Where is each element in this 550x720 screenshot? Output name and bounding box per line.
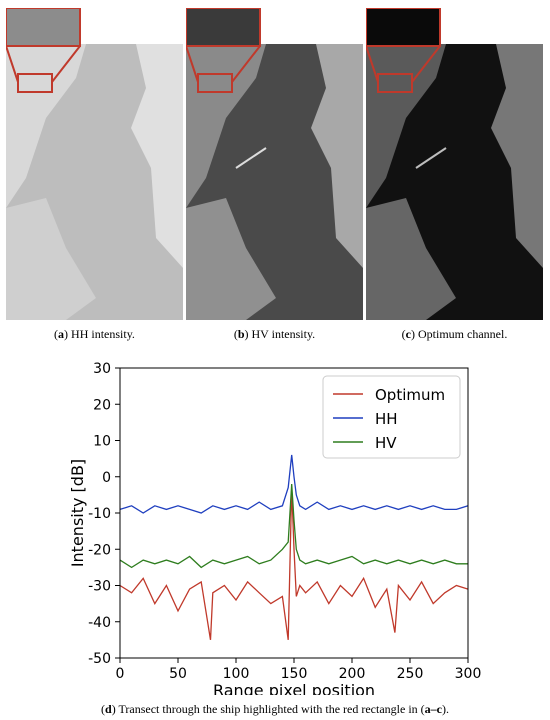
transect-chart: 0 50 100 150 200 250 300 -50 -40 -30 -20 -10 0 10 20 30… (68, 361, 481, 695)
x-tick-label: 0 (116, 666, 125, 682)
axes-layer: 0 50 100 150 200 250 300 -50 -40 -30 -20 -10 0 10 20 30 (88, 361, 481, 682)
panel-a-image (6, 8, 183, 320)
y-tick-label: -20 (88, 542, 111, 558)
legend-label: Optimum (375, 386, 445, 404)
inset-zoom (366, 8, 441, 47)
y-tick-label: 10 (93, 434, 111, 450)
y-tick-label: -40 (88, 615, 111, 631)
y-tick-label: 0 (102, 470, 111, 486)
x-tick-label: 100 (223, 666, 250, 682)
caption-c: (c) Optimum channel. (401, 327, 508, 341)
x-tick-label: 300 (455, 666, 482, 682)
inset-zoom (6, 8, 81, 47)
series-line-hh (119, 454, 469, 514)
ship-rectangle (197, 73, 233, 93)
series-line-optimum (119, 487, 469, 641)
legend-label: HV (375, 434, 397, 452)
caption-a: (a) HH intensity. (54, 327, 135, 341)
y-tick-label: -50 (88, 651, 111, 667)
series-line-hv (119, 483, 468, 569)
caption-b: (b) HV intensity. (233, 327, 316, 341)
x-tick-label: 50 (169, 666, 187, 682)
legend-label: HH (375, 410, 398, 428)
y-tick-label: -30 (88, 579, 111, 595)
x-axis-label: Range pixel position (213, 681, 375, 695)
x-tick-label: 250 (397, 666, 424, 682)
ship-rectangle (17, 73, 53, 93)
legend: Optimum HH HV (322, 375, 461, 459)
panel-b-image (186, 8, 363, 320)
y-tick-label: -10 (88, 506, 111, 522)
y-tick-label: 30 (93, 361, 111, 377)
y-axis-label: Intensity [dB] (68, 459, 87, 567)
ship-rectangle (377, 73, 413, 93)
caption-d: (d) Transect through the ship highlighte… (101, 702, 449, 716)
inset-zoom (186, 8, 261, 47)
y-tick-label: 20 (93, 397, 111, 413)
legend-box (322, 375, 461, 459)
panel-c-image (366, 8, 543, 320)
series-layer (119, 454, 469, 641)
x-tick-label: 150 (281, 666, 308, 682)
x-tick-label: 200 (339, 666, 366, 682)
